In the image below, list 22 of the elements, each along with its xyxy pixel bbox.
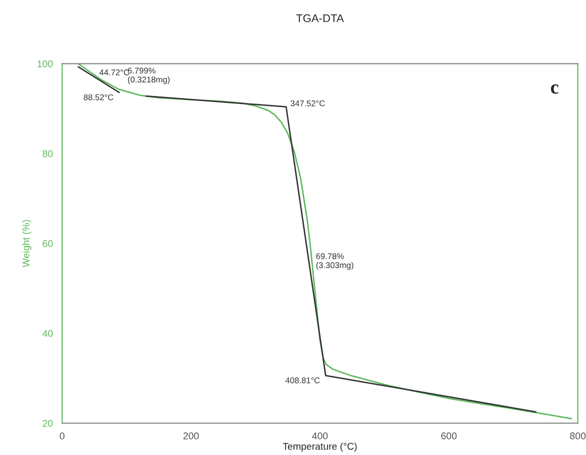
chart-title: TGA-DTA — [296, 14, 344, 22]
line-series — [145, 95, 537, 413]
y-tick-label: 20 — [42, 420, 53, 427]
annotation: 347.52°C — [290, 100, 325, 106]
annotation: c — [550, 84, 558, 94]
y-tick-label: 80 — [42, 150, 53, 158]
line-series — [78, 64, 572, 420]
y-tick-label: 40 — [42, 330, 53, 337]
y-tick-label: 60 — [42, 240, 53, 248]
y-tick-label: 100 — [38, 60, 53, 68]
x-axis-title: Temperature (°C) — [282, 442, 357, 452]
annotation: 408.81°C — [285, 377, 320, 384]
annotation: 88.52°C — [84, 94, 114, 100]
annotation: 44.72°C — [99, 69, 130, 76]
annotation: 6.799% (0.3218mg) — [128, 68, 170, 84]
x-tick-label: 600 — [441, 432, 457, 440]
x-tick-label: 0 — [60, 432, 64, 440]
x-tick-label: 800 — [570, 432, 586, 440]
x-tick-label: 200 — [183, 432, 199, 440]
y-axis-title: Weight (%) — [22, 220, 32, 268]
x-tick-label: 400 — [312, 432, 328, 440]
annotation: 69.78% (3.303mg) — [316, 253, 354, 270]
